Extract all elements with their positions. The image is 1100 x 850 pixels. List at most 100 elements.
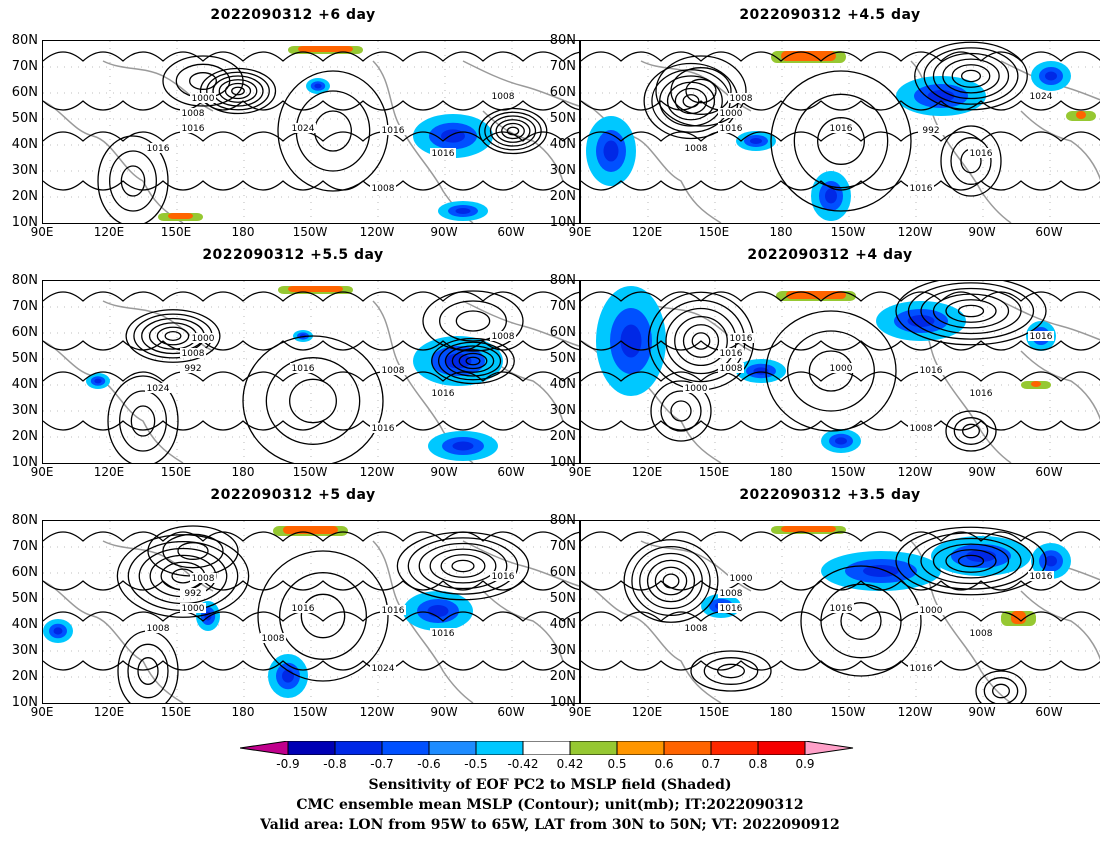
- contour-label: 1000: [192, 334, 215, 344]
- latitude-tick-label: 60N: [549, 85, 576, 100]
- colorbar-tick-label: -0.9: [276, 757, 300, 771]
- latitude-tick-label: 50N: [11, 111, 38, 126]
- contour-label: 1016: [372, 424, 395, 434]
- isobar-contour: [975, 670, 1027, 703]
- contour-label-bg: [718, 603, 744, 613]
- contour-label-bg: [180, 348, 206, 358]
- contour-label-bg: [728, 573, 754, 583]
- isobar-contour: [189, 72, 217, 90]
- longitude-tick-label: 120W: [359, 705, 395, 719]
- contour-label-bg: [683, 143, 709, 153]
- isobar-contour: [43, 100, 579, 111]
- longitude-tick-label: 90E: [568, 225, 592, 239]
- contour-label-bg: [490, 91, 516, 101]
- isobar-contour: [682, 324, 720, 358]
- isobar-contour: [116, 534, 250, 618]
- isobar-contour: [43, 131, 579, 142]
- colorbar-lower-extension: [240, 741, 289, 755]
- colorbar-upper-extension: [804, 741, 854, 755]
- longitude-tick-label: 60W: [1035, 705, 1063, 719]
- positive-sensitivity-shading: [1011, 611, 1026, 624]
- longitude-tick-label: 120W: [897, 465, 933, 479]
- isobar-contour: [655, 55, 747, 127]
- isobar-contour: [431, 337, 515, 385]
- positive-sensitivity-shading: [781, 526, 836, 532]
- latitude-tick-label: 30N: [11, 163, 38, 178]
- longitude-tick-label: 90W: [968, 225, 996, 239]
- contour-label-bg: [918, 365, 944, 375]
- contour-label: 1016: [182, 124, 205, 134]
- isobar-contour: [43, 51, 579, 62]
- negative-sensitivity-shading: [314, 83, 322, 89]
- isobar-contour: [817, 117, 865, 165]
- negative-sensitivity-shading: [835, 437, 847, 445]
- contour-label: 1008: [492, 332, 515, 342]
- isobar-contour: [289, 378, 337, 424]
- isobar-contour: [107, 375, 179, 463]
- isobar-contour: [439, 300, 507, 342]
- isobar-contour: [43, 180, 579, 191]
- coastline: [372, 540, 474, 703]
- latitude-tick-label: 80N: [549, 513, 576, 528]
- isobar-contour: [940, 125, 1002, 197]
- isobar-contour: [199, 67, 277, 115]
- isobar-contour: [800, 565, 922, 677]
- longitude-tick-label: 90W: [430, 705, 458, 719]
- latitude-tick-label: 50N: [11, 591, 38, 606]
- isobar-contour: [97, 135, 169, 223]
- contour-label-bg: [908, 423, 934, 433]
- contour-label: 1016: [382, 606, 405, 616]
- isobar-contour: [279, 572, 367, 660]
- contour-label: 1024: [372, 664, 395, 674]
- isobar-contour: [923, 47, 1019, 105]
- latitude-tick-label: 60N: [549, 325, 576, 340]
- longitude-tick-label: 150W: [830, 225, 866, 239]
- longitude-tick-label: 150E: [698, 465, 730, 479]
- latitude-tick-label: 10N: [549, 695, 576, 710]
- longitude-tick-label: 120W: [359, 225, 395, 239]
- contour-label: 1024: [147, 384, 170, 394]
- isobar-contour: [957, 304, 985, 318]
- isobar-contour: [300, 593, 346, 639]
- isobar-contour: [120, 165, 146, 197]
- coastline: [1020, 110, 1100, 181]
- contour-label: 1016: [830, 604, 853, 614]
- longitude-tick-label: 60W: [497, 225, 525, 239]
- panel-title-1: 2022090312 +6 day: [210, 7, 376, 23]
- longitude-tick-label: 180: [769, 465, 793, 479]
- isobar-contour: [224, 82, 252, 100]
- longitude-tick-label: 120E: [93, 225, 125, 239]
- isobar-contour: [581, 291, 1100, 302]
- isobar-contour: [465, 356, 481, 366]
- latitude-tick-label: 50N: [549, 591, 576, 606]
- contour-label-bg: [380, 605, 406, 615]
- latitude-tick-label: 30N: [549, 163, 576, 178]
- colorbar-tick-label: 0.8: [748, 757, 768, 771]
- isobar-contour: [623, 539, 719, 623]
- latitude-tick-label: 60N: [11, 85, 38, 100]
- colorbar: [240, 741, 854, 755]
- isobar-contour: [674, 315, 728, 367]
- contour-label: 1016: [970, 149, 993, 159]
- contour-label: 1000: [920, 606, 943, 616]
- isobar-contour: [125, 309, 221, 363]
- contour-label: 1000: [182, 604, 205, 614]
- contour-label-bg: [260, 633, 286, 643]
- longitude-tick-label: 150E: [698, 705, 730, 719]
- contour-label-bg: [290, 123, 316, 133]
- isobar-contour: [907, 532, 1035, 590]
- isobar-contour: [932, 543, 1010, 579]
- contour-label: 1016: [382, 126, 405, 136]
- isobar-contour: [242, 335, 384, 463]
- latitude-tick-label: 80N: [11, 273, 38, 288]
- coastline: [482, 110, 564, 182]
- contour-label-bg: [1028, 571, 1054, 581]
- isobar-contour: [212, 75, 264, 107]
- coastline: [462, 540, 579, 587]
- isobar-contour: [265, 357, 361, 445]
- isobar-contour: [662, 573, 680, 589]
- contour-label: 1008: [685, 624, 708, 634]
- contour-label: 1016: [292, 364, 315, 374]
- latitude-tick-label: 10N: [11, 695, 38, 710]
- isobar-contour: [787, 330, 875, 412]
